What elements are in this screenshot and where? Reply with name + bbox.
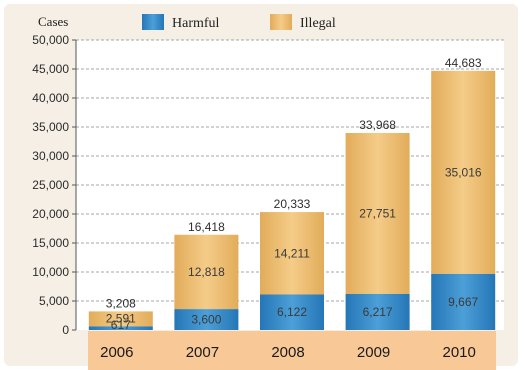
legend: Harmful Illegal <box>142 14 336 31</box>
legend-swatch-illegal <box>270 14 292 30</box>
bar-harmful <box>174 309 239 330</box>
data-label-total: 44,683 <box>445 56 482 70</box>
y-tick-label: 45,000 <box>32 62 69 76</box>
x-category-label: 2010 <box>443 344 476 361</box>
y-tick-label: 10,000 <box>32 265 69 279</box>
bar-illegal <box>88 311 153 327</box>
bar-illegal <box>174 234 239 310</box>
legend-label-harmful: Harmful <box>172 16 220 31</box>
legend-swatch-harmful <box>142 14 164 30</box>
x-category-label: 2008 <box>271 344 304 361</box>
data-label-total: 3,208 <box>106 296 136 310</box>
bar-illegal <box>345 132 410 294</box>
bar-illegal <box>260 212 324 295</box>
y-tick-label: 15,000 <box>32 236 69 250</box>
bar-harmful <box>345 293 410 330</box>
y-tick-label: 35,000 <box>32 120 69 134</box>
y-tick-label: 30,000 <box>32 149 69 163</box>
x-category-label: 2006 <box>100 344 133 361</box>
data-label-harmful: 9,667 <box>448 295 478 309</box>
data-label-total: 20,333 <box>274 197 311 211</box>
bar-harmful <box>260 294 324 330</box>
data-label-illegal: 35,016 <box>445 165 482 179</box>
y-axis-ticks: 0 5,000 10,000 15,000 20,000 25,000 30,000 35,0… <box>32 33 76 337</box>
y-tick-label: 0 <box>62 323 69 337</box>
bar-harmful <box>431 273 496 330</box>
y-tick-label: 50,000 <box>32 33 69 47</box>
data-label-harmful: 6,122 <box>277 305 307 319</box>
bar-harmful <box>88 326 153 330</box>
data-label-harmful: 6,217 <box>363 305 393 319</box>
x-category-label: 2007 <box>186 344 219 361</box>
x-axis-categories: 2006 2007 2008 2009 2010 <box>100 344 476 361</box>
category-band <box>88 331 496 370</box>
data-label-harmful: 617 <box>111 318 131 332</box>
data-label-illegal: 14,211 <box>274 246 310 260</box>
bar-illegal <box>431 70 496 274</box>
data-label-total: 33,968 <box>359 118 396 132</box>
legend-label-illegal: Illegal <box>300 16 336 31</box>
y-tick-label: 40,000 <box>32 91 69 105</box>
data-label-total: 16,418 <box>188 220 225 234</box>
data-label-harmful: 3,600 <box>191 313 221 327</box>
data-label-illegal: 12,818 <box>188 265 225 279</box>
y-tick-label: 25,000 <box>32 178 69 192</box>
y-axis-title: Cases <box>38 14 68 29</box>
y-tick-label: 20,000 <box>32 207 69 221</box>
x-category-label: 2009 <box>357 344 390 361</box>
y-tick-label: 5,000 <box>39 294 69 308</box>
data-label-illegal: 2,591 <box>106 311 136 325</box>
data-label-illegal: 27,751 <box>359 206 396 220</box>
